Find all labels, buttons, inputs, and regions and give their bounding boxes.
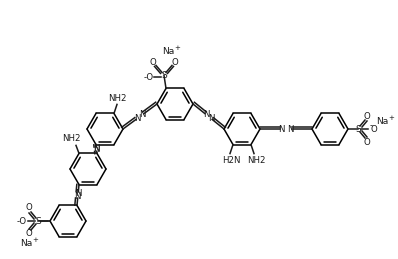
Text: O: O	[371, 125, 377, 133]
Text: +: +	[388, 115, 394, 121]
Text: NH2: NH2	[247, 156, 265, 165]
Text: N: N	[208, 114, 214, 123]
Text: Na: Na	[376, 117, 388, 126]
Text: S: S	[355, 125, 361, 133]
Text: N: N	[74, 192, 81, 201]
Text: NH2: NH2	[62, 134, 80, 143]
Text: N: N	[93, 145, 100, 154]
Text: N: N	[93, 144, 100, 153]
Text: N: N	[75, 189, 82, 198]
Text: N: N	[203, 110, 209, 119]
Text: N: N	[287, 125, 293, 133]
Text: +: +	[32, 237, 38, 243]
Text: S: S	[161, 71, 167, 80]
Text: S: S	[35, 217, 41, 226]
Text: O: O	[25, 229, 32, 239]
Text: O: O	[364, 138, 371, 147]
Text: O: O	[172, 58, 178, 67]
Text: N: N	[134, 114, 140, 123]
Text: -O: -O	[17, 217, 27, 226]
Text: H2N: H2N	[222, 156, 240, 165]
Text: N: N	[279, 125, 285, 133]
Text: Na: Na	[162, 47, 174, 56]
Text: -: -	[369, 121, 373, 131]
Text: O: O	[150, 58, 156, 67]
Text: O: O	[364, 112, 371, 120]
Text: NH2: NH2	[108, 94, 126, 103]
Text: Na: Na	[20, 239, 32, 248]
Text: +: +	[174, 45, 180, 52]
Text: N: N	[139, 110, 146, 119]
Text: O: O	[25, 204, 32, 212]
Text: -O: -O	[144, 73, 154, 82]
